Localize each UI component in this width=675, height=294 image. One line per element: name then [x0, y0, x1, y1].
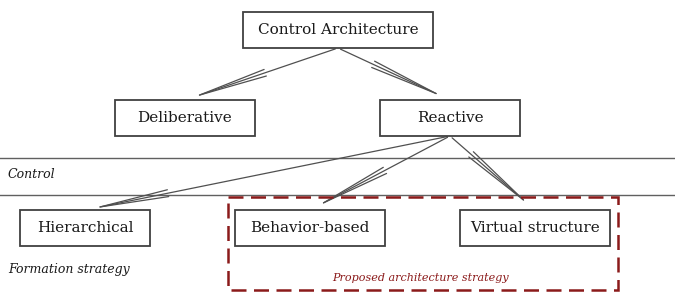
- Text: Virtual structure: Virtual structure: [470, 221, 600, 235]
- Bar: [460, 210, 610, 246]
- Text: Deliberative: Deliberative: [138, 111, 232, 125]
- Text: Control Architecture: Control Architecture: [258, 23, 418, 37]
- Text: Reactive: Reactive: [416, 111, 483, 125]
- Bar: [243, 12, 433, 48]
- Bar: [235, 210, 385, 246]
- Text: Control: Control: [8, 168, 55, 181]
- Text: Proposed architecture strategy: Proposed architecture strategy: [331, 273, 508, 283]
- Text: Formation strategy: Formation strategy: [8, 263, 130, 276]
- Text: Hierarchical: Hierarchical: [36, 221, 133, 235]
- Bar: [20, 210, 150, 246]
- Text: Behavior-based: Behavior-based: [250, 221, 370, 235]
- Bar: [228, 197, 618, 290]
- Bar: [380, 100, 520, 136]
- Bar: [115, 100, 255, 136]
